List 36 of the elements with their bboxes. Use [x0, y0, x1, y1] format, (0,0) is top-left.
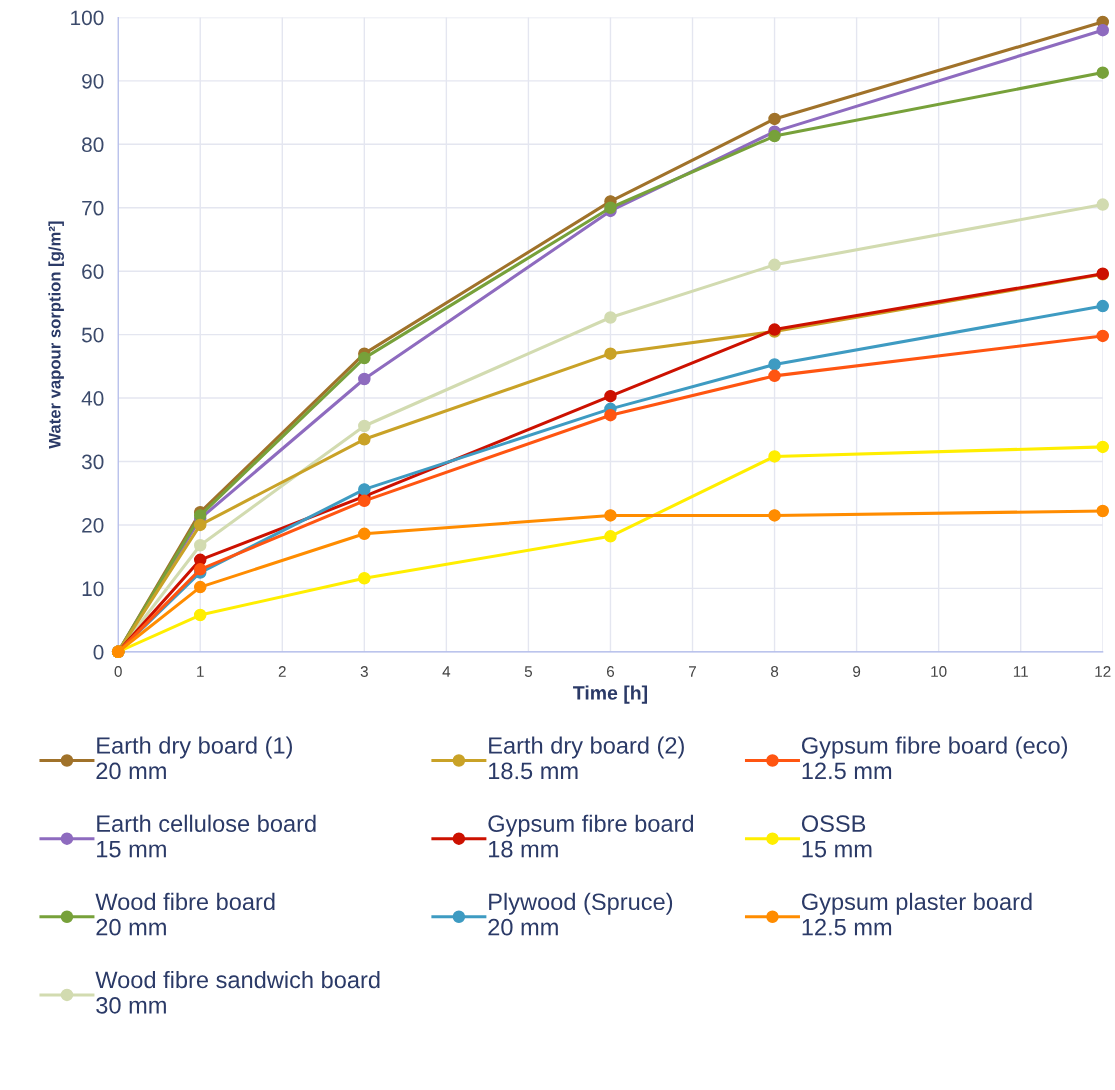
y-tick-label: 20: [82, 517, 104, 533]
y-tick-label: 90: [82, 73, 104, 89]
legend-label: OSSB 15 mm: [801, 815, 872, 858]
y-tick-label: 0: [93, 644, 104, 660]
y-tick-label: 60: [82, 264, 104, 279]
x-tick-label: 11: [1013, 666, 1028, 677]
x-tick-label: 5: [524, 666, 533, 677]
y-tick-label: 10: [82, 581, 104, 597]
x-tick-label: 7: [689, 666, 696, 677]
x-tick-label: 4: [442, 666, 451, 677]
x-tick-label: 3: [360, 666, 368, 677]
y-axis-title: Water vapour sorption [g/m²]: [48, 221, 64, 449]
x-tick-label: 8: [770, 666, 779, 677]
x-tick-label: 0: [114, 666, 122, 677]
x-tick-label: 1: [197, 666, 204, 677]
legend-label: Earth dry board (2) 18.5 mm: [489, 736, 684, 780]
x-tick-label: 6: [606, 666, 615, 677]
x-tick-label: 2: [278, 666, 286, 677]
legend-label: Gypsum plaster board 12.5 mm: [801, 892, 1032, 936]
x-tick-label: 10: [931, 666, 947, 677]
y-tick-label: 50: [81, 327, 104, 343]
legend-label: Wood fibre board 20 mm: [95, 892, 275, 936]
legend-label: Earth cellulose board 15 mm: [97, 814, 316, 858]
legend-label: Gypsum fibre board 18 mm: [488, 814, 694, 858]
legend-label: Earth dry board (1) 20 mm: [96, 736, 292, 780]
x-tick-label: 12: [1095, 666, 1111, 677]
x-tick-label: 9: [853, 666, 861, 677]
y-tick-label: 40: [81, 391, 104, 406]
y-tick-label: 80: [82, 137, 104, 153]
y-tick-label: 70: [82, 200, 104, 216]
y-tick-label: 100: [71, 10, 104, 26]
legend-label: Plywood (Spruce) 20 mm: [488, 892, 673, 936]
legend-label: Gypsum fibre board (eco) 12.5 mm: [801, 736, 1068, 780]
x-axis-title: Time [h]: [573, 685, 648, 704]
y-tick-label: 30: [81, 454, 104, 470]
legend-label: Wood fibre sandwich board 30 mm: [95, 970, 380, 1014]
